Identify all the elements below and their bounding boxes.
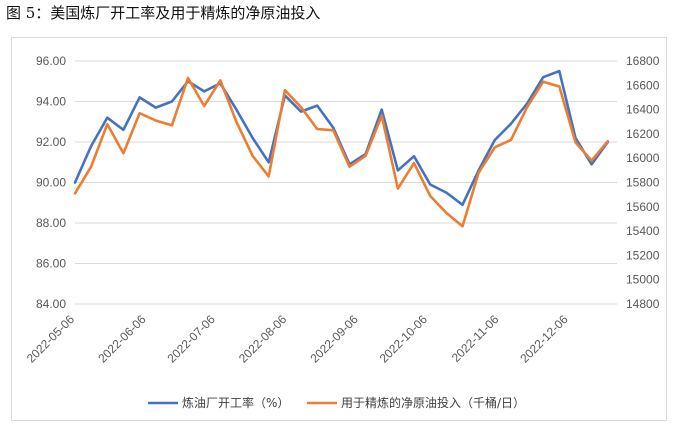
left-tick-label: 94.00 bbox=[36, 95, 66, 109]
right-tick-label: 16000 bbox=[626, 151, 660, 165]
left-tick-label: 84.00 bbox=[36, 297, 66, 311]
x-tick-label: 2022-07-06 bbox=[165, 312, 219, 366]
right-tick-label: 15000 bbox=[626, 273, 660, 287]
right-tick-label: 15200 bbox=[626, 248, 660, 262]
right-tick-label: 16200 bbox=[626, 127, 660, 141]
x-tick-label: 2022-10-06 bbox=[377, 312, 431, 366]
x-tick-label: 2022-08-06 bbox=[236, 312, 290, 366]
left-tick-label: 86.00 bbox=[36, 257, 66, 271]
series-lines bbox=[73, 69, 610, 228]
right-tick-label: 14800 bbox=[626, 297, 660, 311]
right-tick-label: 16600 bbox=[626, 78, 660, 92]
net-crude-input-line bbox=[73, 76, 610, 228]
left-tick-label: 90.00 bbox=[36, 176, 66, 190]
right-tick-label: 15800 bbox=[626, 176, 660, 190]
x-axis-ticks: 2022-05-06 2022-06-06 2022-07-06 2022-08-06… bbox=[24, 312, 571, 366]
right-tick-label: 16800 bbox=[626, 54, 660, 68]
x-tick-label: 2022-12-06 bbox=[517, 312, 571, 366]
legend-label: 用于精炼的净原油投入（千桶/日） bbox=[341, 395, 525, 410]
left-tick-label: 92.00 bbox=[36, 135, 66, 149]
refinery-utilization-line bbox=[73, 69, 610, 207]
left-axis-ticks: 84.00 86.00 88.00 90.00 92.00 94.00 96.00 bbox=[36, 54, 66, 311]
legend: 炼油厂开工率（%） 用于精炼的净原油投入（千桶/日） bbox=[148, 395, 525, 410]
left-tick-label: 96.00 bbox=[36, 54, 66, 68]
figure-caption: 图 5：美国炼厂开工率及用于精炼的净原油投入 bbox=[6, 4, 321, 22]
x-tick-label: 2022-06-06 bbox=[95, 312, 149, 366]
x-tick-label: 2022-11-06 bbox=[449, 312, 502, 365]
chart-frame bbox=[11, 37, 667, 421]
right-tick-label: 15600 bbox=[626, 200, 660, 214]
x-tick-label: 2022-05-06 bbox=[24, 312, 78, 366]
legend-label: 炼油厂开工率（%） bbox=[182, 395, 289, 410]
x-tick-label: 2022-09-06 bbox=[307, 312, 361, 366]
right-tick-label: 16400 bbox=[626, 103, 660, 117]
left-tick-label: 88.00 bbox=[36, 216, 66, 230]
right-tick-label: 15400 bbox=[626, 224, 660, 238]
right-axis-ticks: 14800 15000 15200 15400 15600 15800 16000 16200… bbox=[626, 54, 660, 311]
gridlines bbox=[75, 60, 617, 305]
